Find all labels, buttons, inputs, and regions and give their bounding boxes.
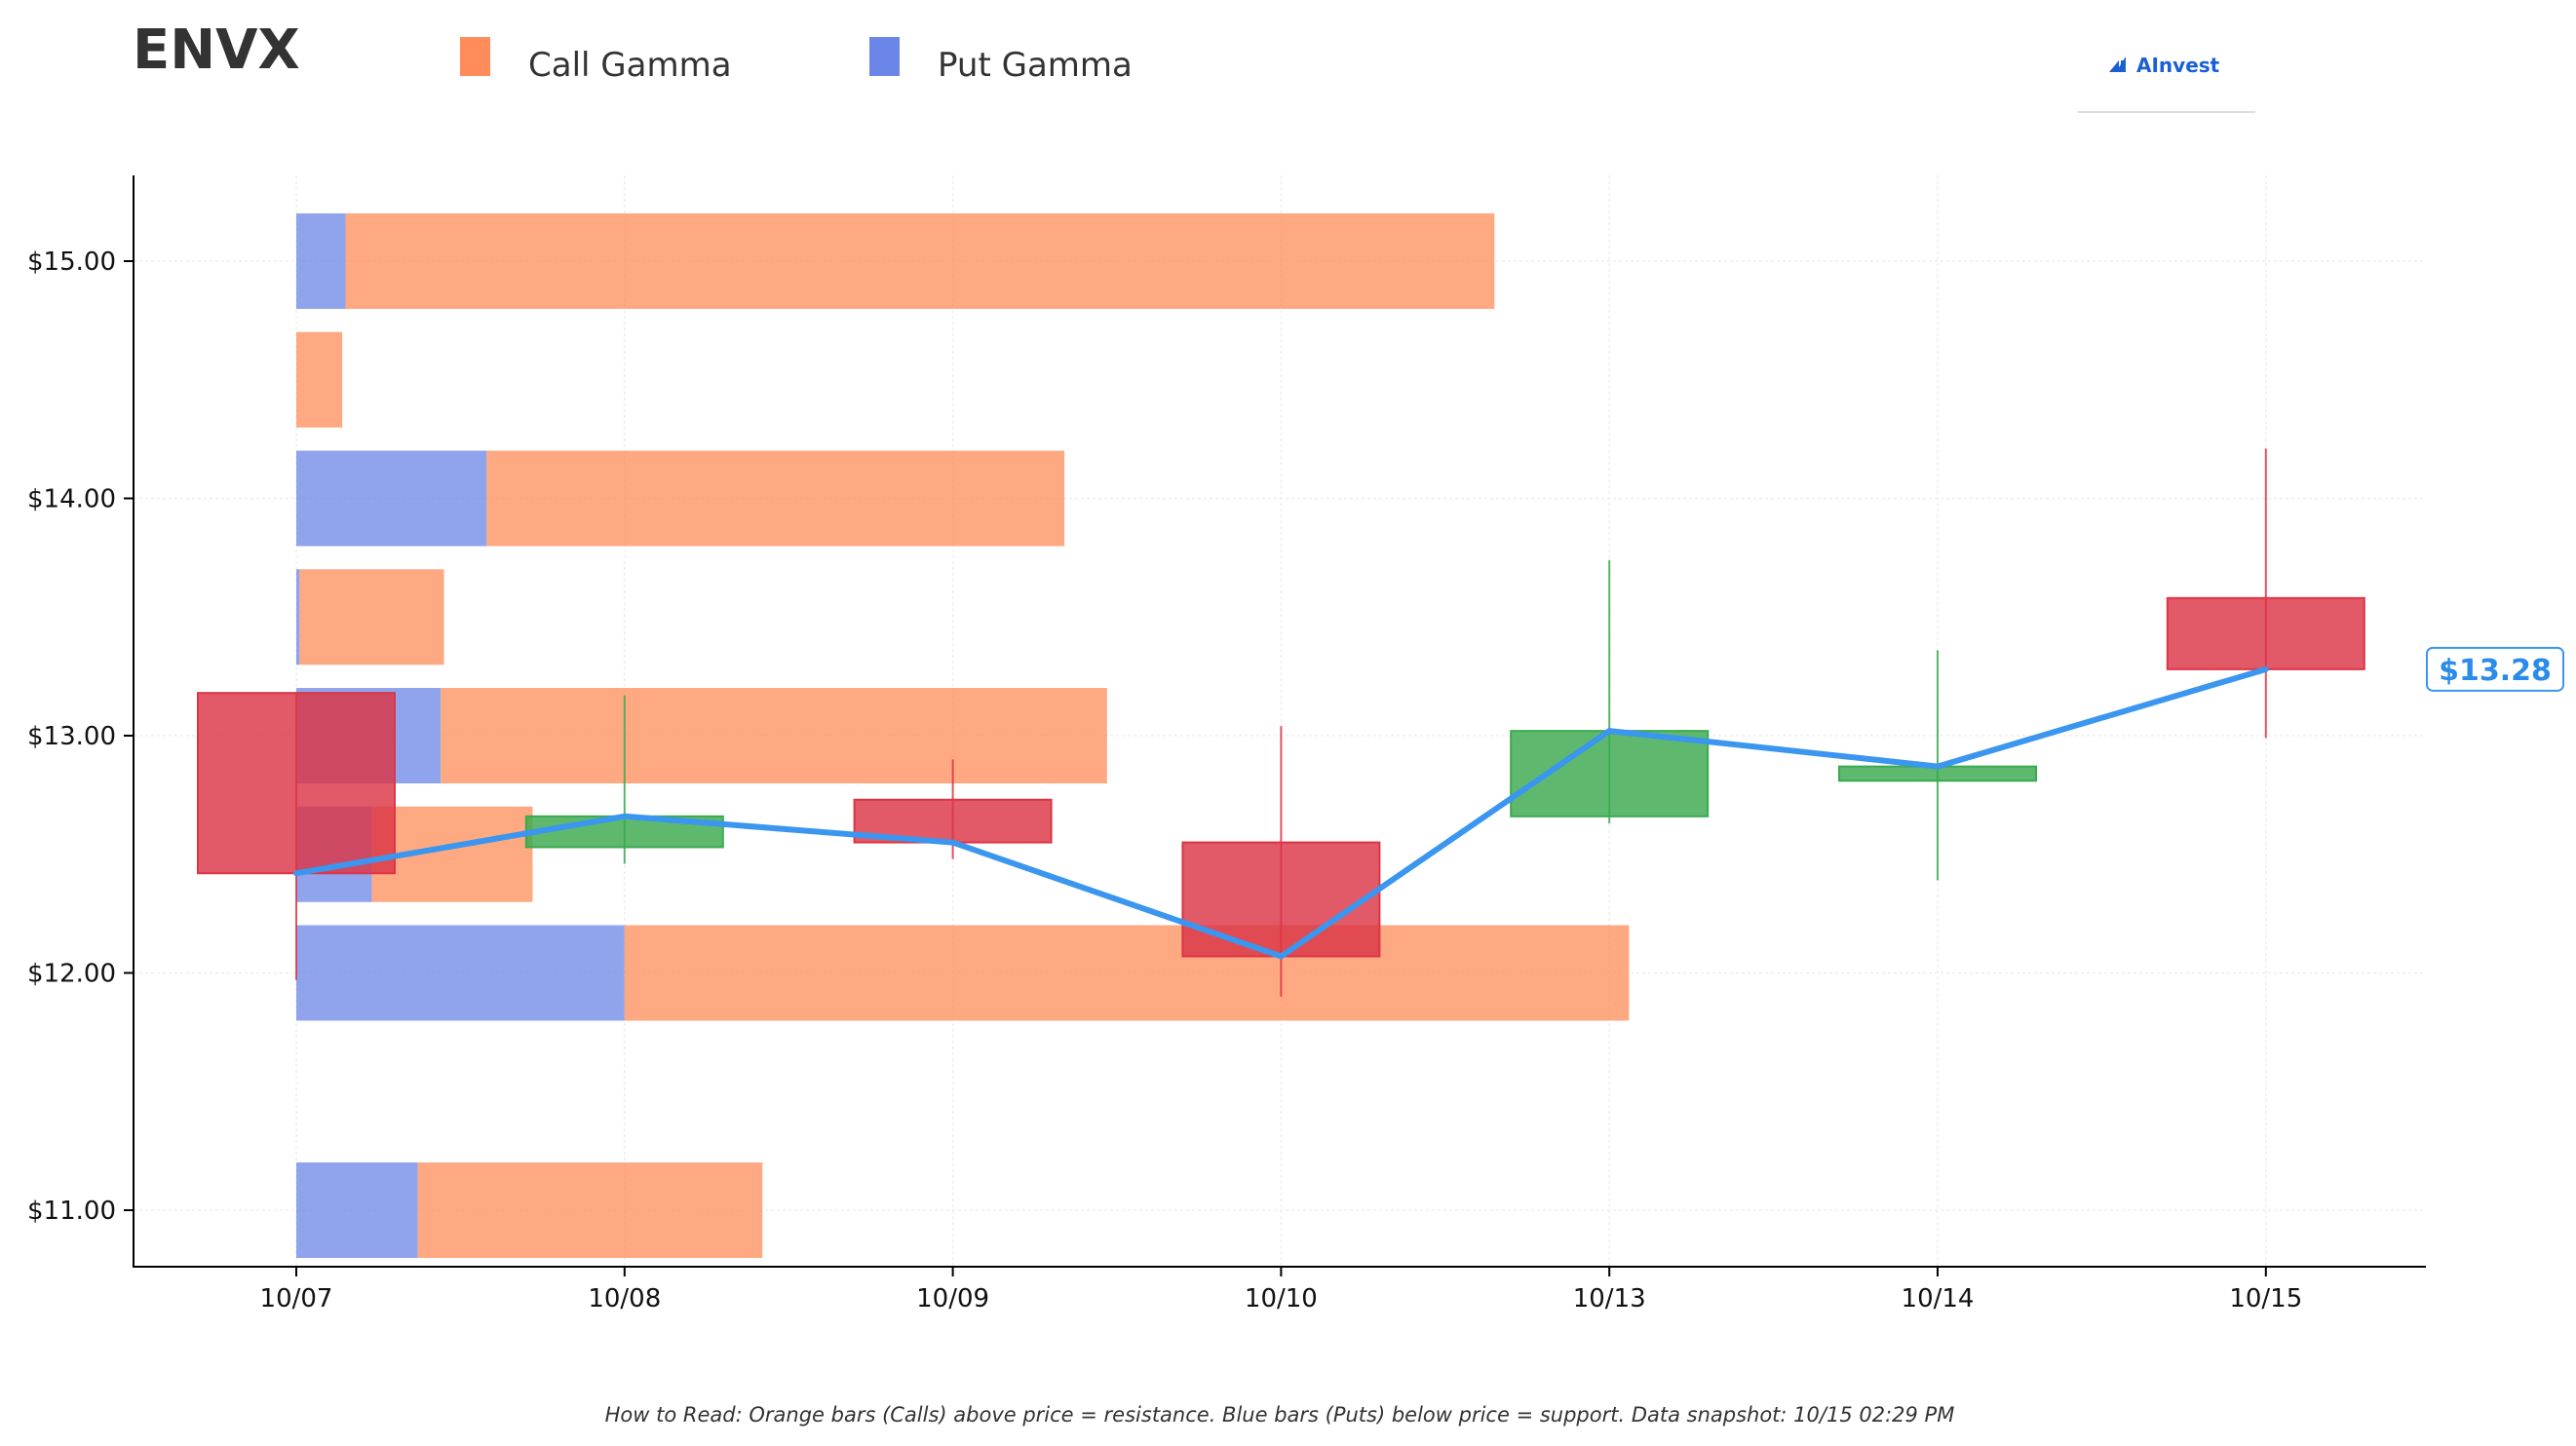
x-tick-label: 10/07: [260, 1284, 333, 1313]
ainvest-logo-icon: [2109, 57, 2126, 72]
candle-body: [197, 692, 396, 875]
current-price-label: $13.28: [2439, 654, 2552, 688]
legend: Call Gamma Put Gamma: [460, 37, 1133, 85]
x-axis-ticks: 10/07 10/08 10/09 10/10 10/13 10/14 10/15: [260, 1267, 2302, 1313]
close-price-line: [293, 666, 2269, 960]
axes: [133, 175, 2426, 1268]
call-gamma-bar: [441, 688, 1107, 783]
put-gamma-bar: [296, 569, 300, 666]
brand-logo: AInvest: [2078, 54, 2255, 113]
put-gamma-legend-label: Put Gamma: [938, 46, 1133, 85]
put-gamma-bar: [296, 450, 487, 547]
y-tick-label: $11.00: [27, 1197, 116, 1226]
candlesticks: [197, 448, 2365, 997]
call-gamma-legend-label: Call Gamma: [528, 46, 732, 85]
y-tick-label: $14.00: [27, 485, 116, 514]
candle-body: [2166, 596, 2365, 670]
ticker-title: ENVX: [133, 19, 300, 82]
how-to-read-note: How to Read: Orange bars (Calls) above p…: [605, 1403, 1955, 1427]
candle-body: [1181, 841, 1381, 958]
y-axis-ticks: $11.00 $12.00 $13.00 $14.00 $15.00: [27, 247, 134, 1226]
call-gamma-swatch: [460, 37, 490, 76]
y-tick-label: $12.00: [27, 960, 116, 989]
call-gamma-bar: [486, 450, 1065, 547]
price-line: [293, 666, 2269, 960]
x-tick-label: 10/13: [1573, 1284, 1646, 1313]
put-gamma-swatch: [869, 37, 900, 76]
y-tick-label: $15.00: [27, 247, 116, 277]
candle-body: [1510, 730, 1710, 818]
gamma-bars: [296, 213, 1630, 1258]
call-gamma-bar: [624, 925, 1630, 1021]
call-gamma-bar: [345, 213, 1495, 309]
call-gamma-bar: [299, 569, 444, 666]
call-gamma-bar: [417, 1162, 763, 1258]
x-tick-label: 10/15: [2229, 1284, 2302, 1313]
put-gamma-bar: [296, 925, 625, 1021]
x-tick-label: 10/10: [1245, 1284, 1318, 1313]
x-tick-label: 10/08: [588, 1284, 661, 1313]
brand-name: AInvest: [2136, 54, 2220, 77]
y-tick-label: $13.00: [27, 722, 116, 751]
call-gamma-bar: [296, 331, 343, 428]
x-tick-label: 10/14: [1902, 1284, 1975, 1313]
current-price-tag: $13.28: [2426, 646, 2564, 692]
put-gamma-bar: [296, 1162, 418, 1258]
current-price-box: [2426, 646, 2564, 692]
x-tick-label: 10/09: [916, 1284, 989, 1313]
put-gamma-bar: [296, 213, 346, 309]
